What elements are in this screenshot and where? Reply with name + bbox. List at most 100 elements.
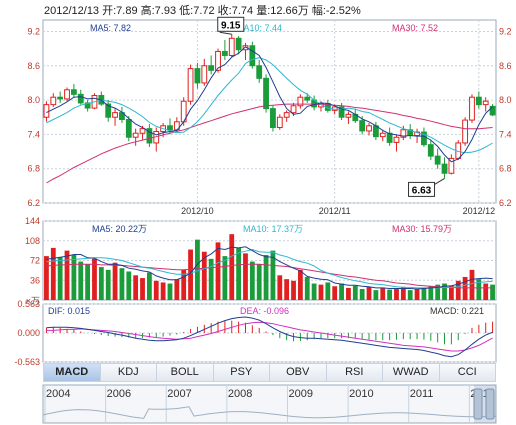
candle-body bbox=[167, 125, 173, 131]
month-label: 2012/12 bbox=[463, 206, 496, 216]
macd-axis-tick: 0.563 bbox=[17, 299, 40, 309]
price-axis-tick-left: 8.6 bbox=[27, 61, 40, 71]
low-callout-pointer bbox=[434, 177, 445, 185]
candle-body bbox=[290, 105, 297, 114]
candle-body bbox=[304, 96, 311, 101]
volume-ma5-line bbox=[46, 246, 493, 290]
candle-body bbox=[57, 96, 64, 100]
volume-bar bbox=[112, 262, 118, 300]
candle-body bbox=[345, 113, 352, 118]
tab-rsi[interactable]: RSI bbox=[325, 363, 382, 382]
candle-body bbox=[427, 144, 434, 157]
navigator-year-label: 2008 bbox=[228, 388, 252, 400]
price-axis-tick-right: 6.8 bbox=[499, 164, 512, 174]
candle-body bbox=[263, 77, 269, 110]
candle-body bbox=[276, 116, 283, 129]
tab-kdj[interactable]: KDJ bbox=[99, 363, 156, 382]
candle-body bbox=[146, 128, 153, 144]
macd-dea-line bbox=[46, 321, 493, 352]
volume-bar bbox=[181, 269, 187, 300]
candle-body bbox=[475, 96, 482, 106]
volume-bar bbox=[284, 279, 290, 300]
tab-macd[interactable]: MACD bbox=[43, 363, 100, 382]
price-axis-tick-right: 8.0 bbox=[499, 95, 512, 105]
candle-body bbox=[338, 106, 345, 118]
month-label: 2012/11 bbox=[319, 206, 351, 216]
macd-axis-tick: 0.000 bbox=[17, 328, 40, 338]
volume-bar bbox=[160, 282, 166, 300]
tab-wwad[interactable]: WWAD bbox=[382, 363, 439, 382]
price-axis-tick-left: 6.8 bbox=[27, 164, 40, 174]
volume-ma5-label: MA5: 20.22万 bbox=[92, 224, 147, 234]
candle-body bbox=[469, 96, 475, 121]
navigator-year-label: 2004 bbox=[46, 388, 70, 400]
price-axis-tick-right: 6.2 bbox=[499, 198, 512, 208]
candle-body bbox=[393, 136, 400, 143]
tab-psy[interactable]: PSY bbox=[212, 363, 269, 382]
volume-bar bbox=[366, 286, 372, 300]
volume-bar bbox=[448, 285, 454, 300]
volume-axis-tick: 72 bbox=[30, 256, 40, 266]
candle-body bbox=[235, 37, 242, 51]
price-ma5-line bbox=[46, 46, 493, 163]
volume-bar bbox=[394, 289, 399, 300]
macd-dif-label: DIF: 0.015 bbox=[48, 306, 90, 316]
navigator-year-label: 2007 bbox=[167, 388, 191, 400]
candle-body bbox=[132, 132, 139, 138]
volume-bar bbox=[195, 239, 200, 300]
volume-bar bbox=[428, 286, 434, 300]
volume-bar bbox=[133, 275, 139, 300]
volume-bar bbox=[208, 258, 214, 300]
navigator-handle[interactable] bbox=[473, 388, 483, 420]
navigator-selection-window[interactable] bbox=[474, 385, 496, 423]
price-panel bbox=[42, 19, 497, 204]
tab-cci[interactable]: CCI bbox=[438, 363, 496, 382]
volume-bar bbox=[332, 286, 338, 300]
volume-bar bbox=[188, 249, 193, 300]
candle-body bbox=[221, 50, 228, 56]
volume-bar bbox=[263, 255, 269, 300]
price-axis-tick-left: 6.2 bbox=[27, 198, 40, 208]
candle-body bbox=[215, 50, 221, 71]
high-callout-pointer bbox=[219, 31, 232, 35]
volume-bar bbox=[201, 251, 207, 300]
candle-body bbox=[201, 65, 208, 84]
volume-bar bbox=[57, 257, 63, 300]
candle-body bbox=[297, 96, 304, 107]
candle-body bbox=[125, 119, 132, 138]
candle-body bbox=[70, 89, 77, 95]
price-ma10-line bbox=[46, 57, 493, 154]
candle-body bbox=[208, 65, 215, 71]
navigator-handle[interactable] bbox=[485, 388, 495, 420]
macd-dif-line bbox=[46, 316, 493, 358]
volume-axis-tick: 36 bbox=[30, 275, 40, 285]
volume-axis-tick: 108 bbox=[25, 236, 40, 246]
candle-body bbox=[43, 104, 50, 118]
price-ma30-label: MA30: 7.52 bbox=[392, 23, 438, 33]
volume-bar bbox=[277, 275, 283, 300]
volume-bar bbox=[387, 289, 393, 300]
price-axis-tick-left: 7.4 bbox=[27, 129, 40, 139]
tab-boll[interactable]: BOLL bbox=[156, 363, 213, 382]
candle-body bbox=[434, 155, 441, 165]
volume-bar bbox=[167, 283, 173, 300]
tab-obv[interactable]: OBV bbox=[269, 363, 326, 382]
volume-bar bbox=[243, 253, 248, 300]
candle-body bbox=[50, 96, 57, 106]
candle-body bbox=[77, 93, 84, 104]
candle-body bbox=[386, 132, 393, 143]
price-axis-tick-right: 8.6 bbox=[499, 61, 512, 71]
volume-bar bbox=[222, 256, 228, 300]
volume-bar bbox=[140, 278, 145, 300]
volume-bar bbox=[421, 287, 427, 300]
candle-body bbox=[228, 37, 235, 56]
volume-bar bbox=[126, 271, 132, 300]
candle-body bbox=[84, 102, 91, 109]
month-label: 2012/10 bbox=[181, 206, 214, 216]
volume-bar bbox=[270, 250, 276, 300]
volume-bar bbox=[407, 290, 413, 300]
volume-bar bbox=[304, 276, 310, 300]
volume-bar bbox=[153, 280, 159, 300]
volume-bar bbox=[78, 261, 84, 300]
volume-bar bbox=[98, 267, 104, 300]
